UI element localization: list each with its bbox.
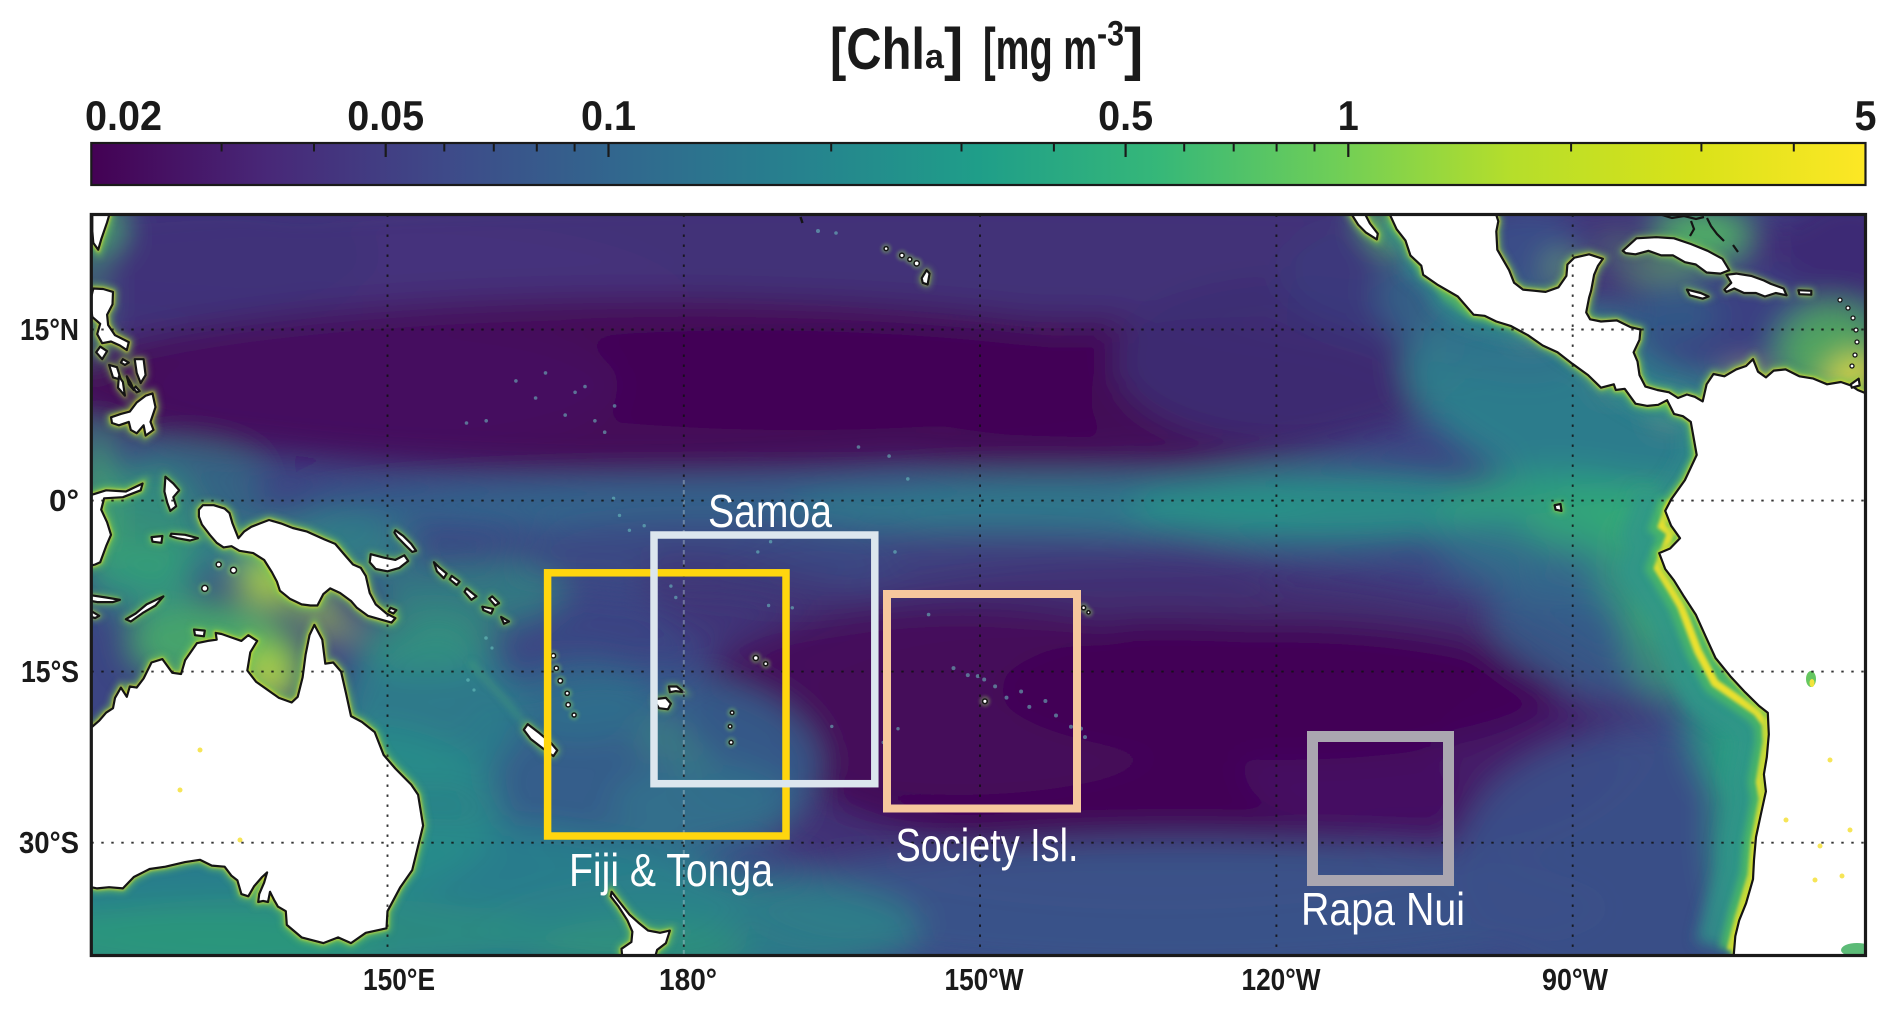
svg-text:0°: 0° [49, 483, 79, 518]
svg-text:0.02: 0.02 [85, 92, 162, 139]
svg-text:Rapa Nui: Rapa Nui [1301, 883, 1465, 935]
svg-text:-3: -3 [1097, 15, 1124, 54]
svg-text:]: ] [1124, 17, 1143, 82]
svg-text:]: ] [944, 17, 963, 82]
svg-text:[Chl: [Chl [830, 17, 925, 82]
svg-text:Fiji & Tonga: Fiji & Tonga [569, 844, 773, 896]
svg-text:[mg m: [mg m [983, 17, 1097, 82]
svg-text:a: a [925, 38, 945, 76]
svg-text:90°W: 90°W [1542, 962, 1609, 997]
svg-text:30°S: 30°S [19, 825, 79, 860]
svg-text:Society Isl.: Society Isl. [896, 819, 1079, 871]
svg-text:0.05: 0.05 [347, 92, 424, 139]
svg-text:0.5: 0.5 [1098, 92, 1153, 139]
svg-text:150°E: 150°E [363, 962, 435, 997]
svg-text:0.1: 0.1 [581, 92, 636, 139]
svg-text:1: 1 [1338, 92, 1359, 139]
svg-text:15°S: 15°S [21, 654, 79, 689]
svg-text:Samoa: Samoa [708, 485, 832, 537]
svg-text:180°: 180° [659, 962, 717, 997]
svg-text:15°N: 15°N [20, 312, 79, 347]
svg-text:150°W: 150°W [945, 962, 1025, 997]
svg-text:5: 5 [1855, 92, 1877, 139]
svg-text:120°W: 120°W [1242, 962, 1322, 997]
